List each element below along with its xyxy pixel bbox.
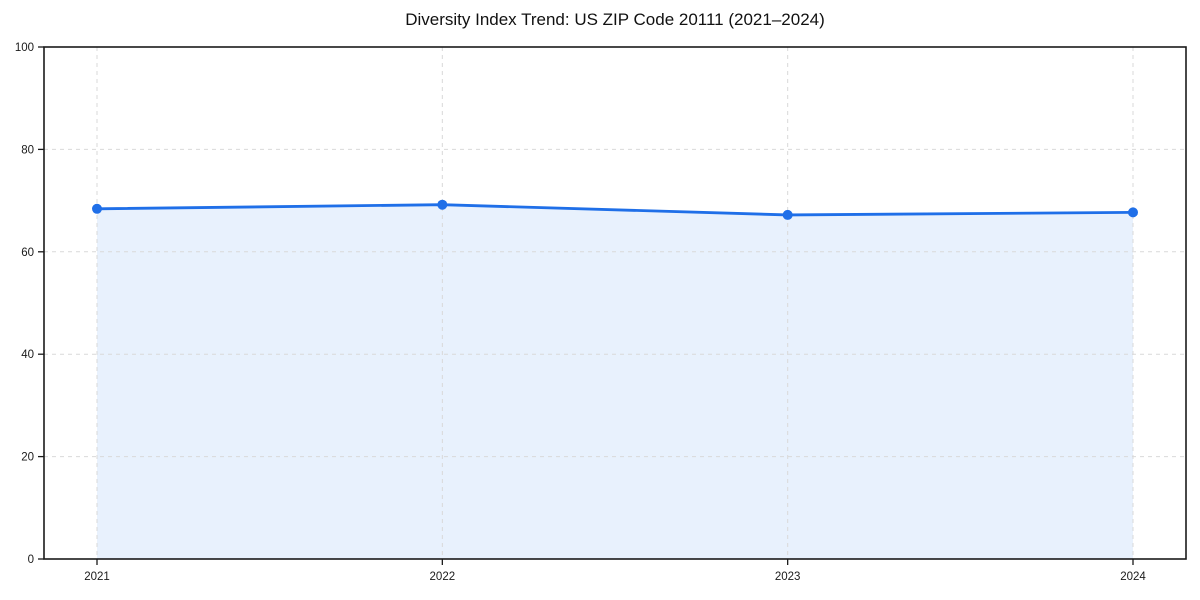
x-tick-label: 2021 bbox=[84, 571, 110, 583]
data-point-2022 bbox=[437, 199, 448, 210]
y-tick-label: 100 bbox=[15, 42, 34, 54]
x-tick-label: 2024 bbox=[1120, 571, 1146, 583]
x-tick-label: 2022 bbox=[430, 571, 456, 583]
chart-title: Diversity Index Trend: US ZIP Code 20111… bbox=[405, 10, 825, 29]
y-tick-label: 80 bbox=[21, 144, 34, 156]
area-fill bbox=[97, 204, 1133, 560]
data-point-2023 bbox=[782, 209, 793, 220]
trend-line bbox=[95, 203, 1135, 217]
y-tick-label: 40 bbox=[21, 349, 34, 361]
plot-frame bbox=[43, 46, 1187, 560]
x-tick-label: 2023 bbox=[775, 571, 801, 583]
y-tick-label: 20 bbox=[21, 452, 34, 464]
data-point-2021 bbox=[92, 203, 102, 214]
data-point-2024 bbox=[1128, 207, 1138, 218]
y-tick-label: 0 bbox=[28, 554, 34, 566]
y-tick-label: 60 bbox=[21, 247, 34, 259]
